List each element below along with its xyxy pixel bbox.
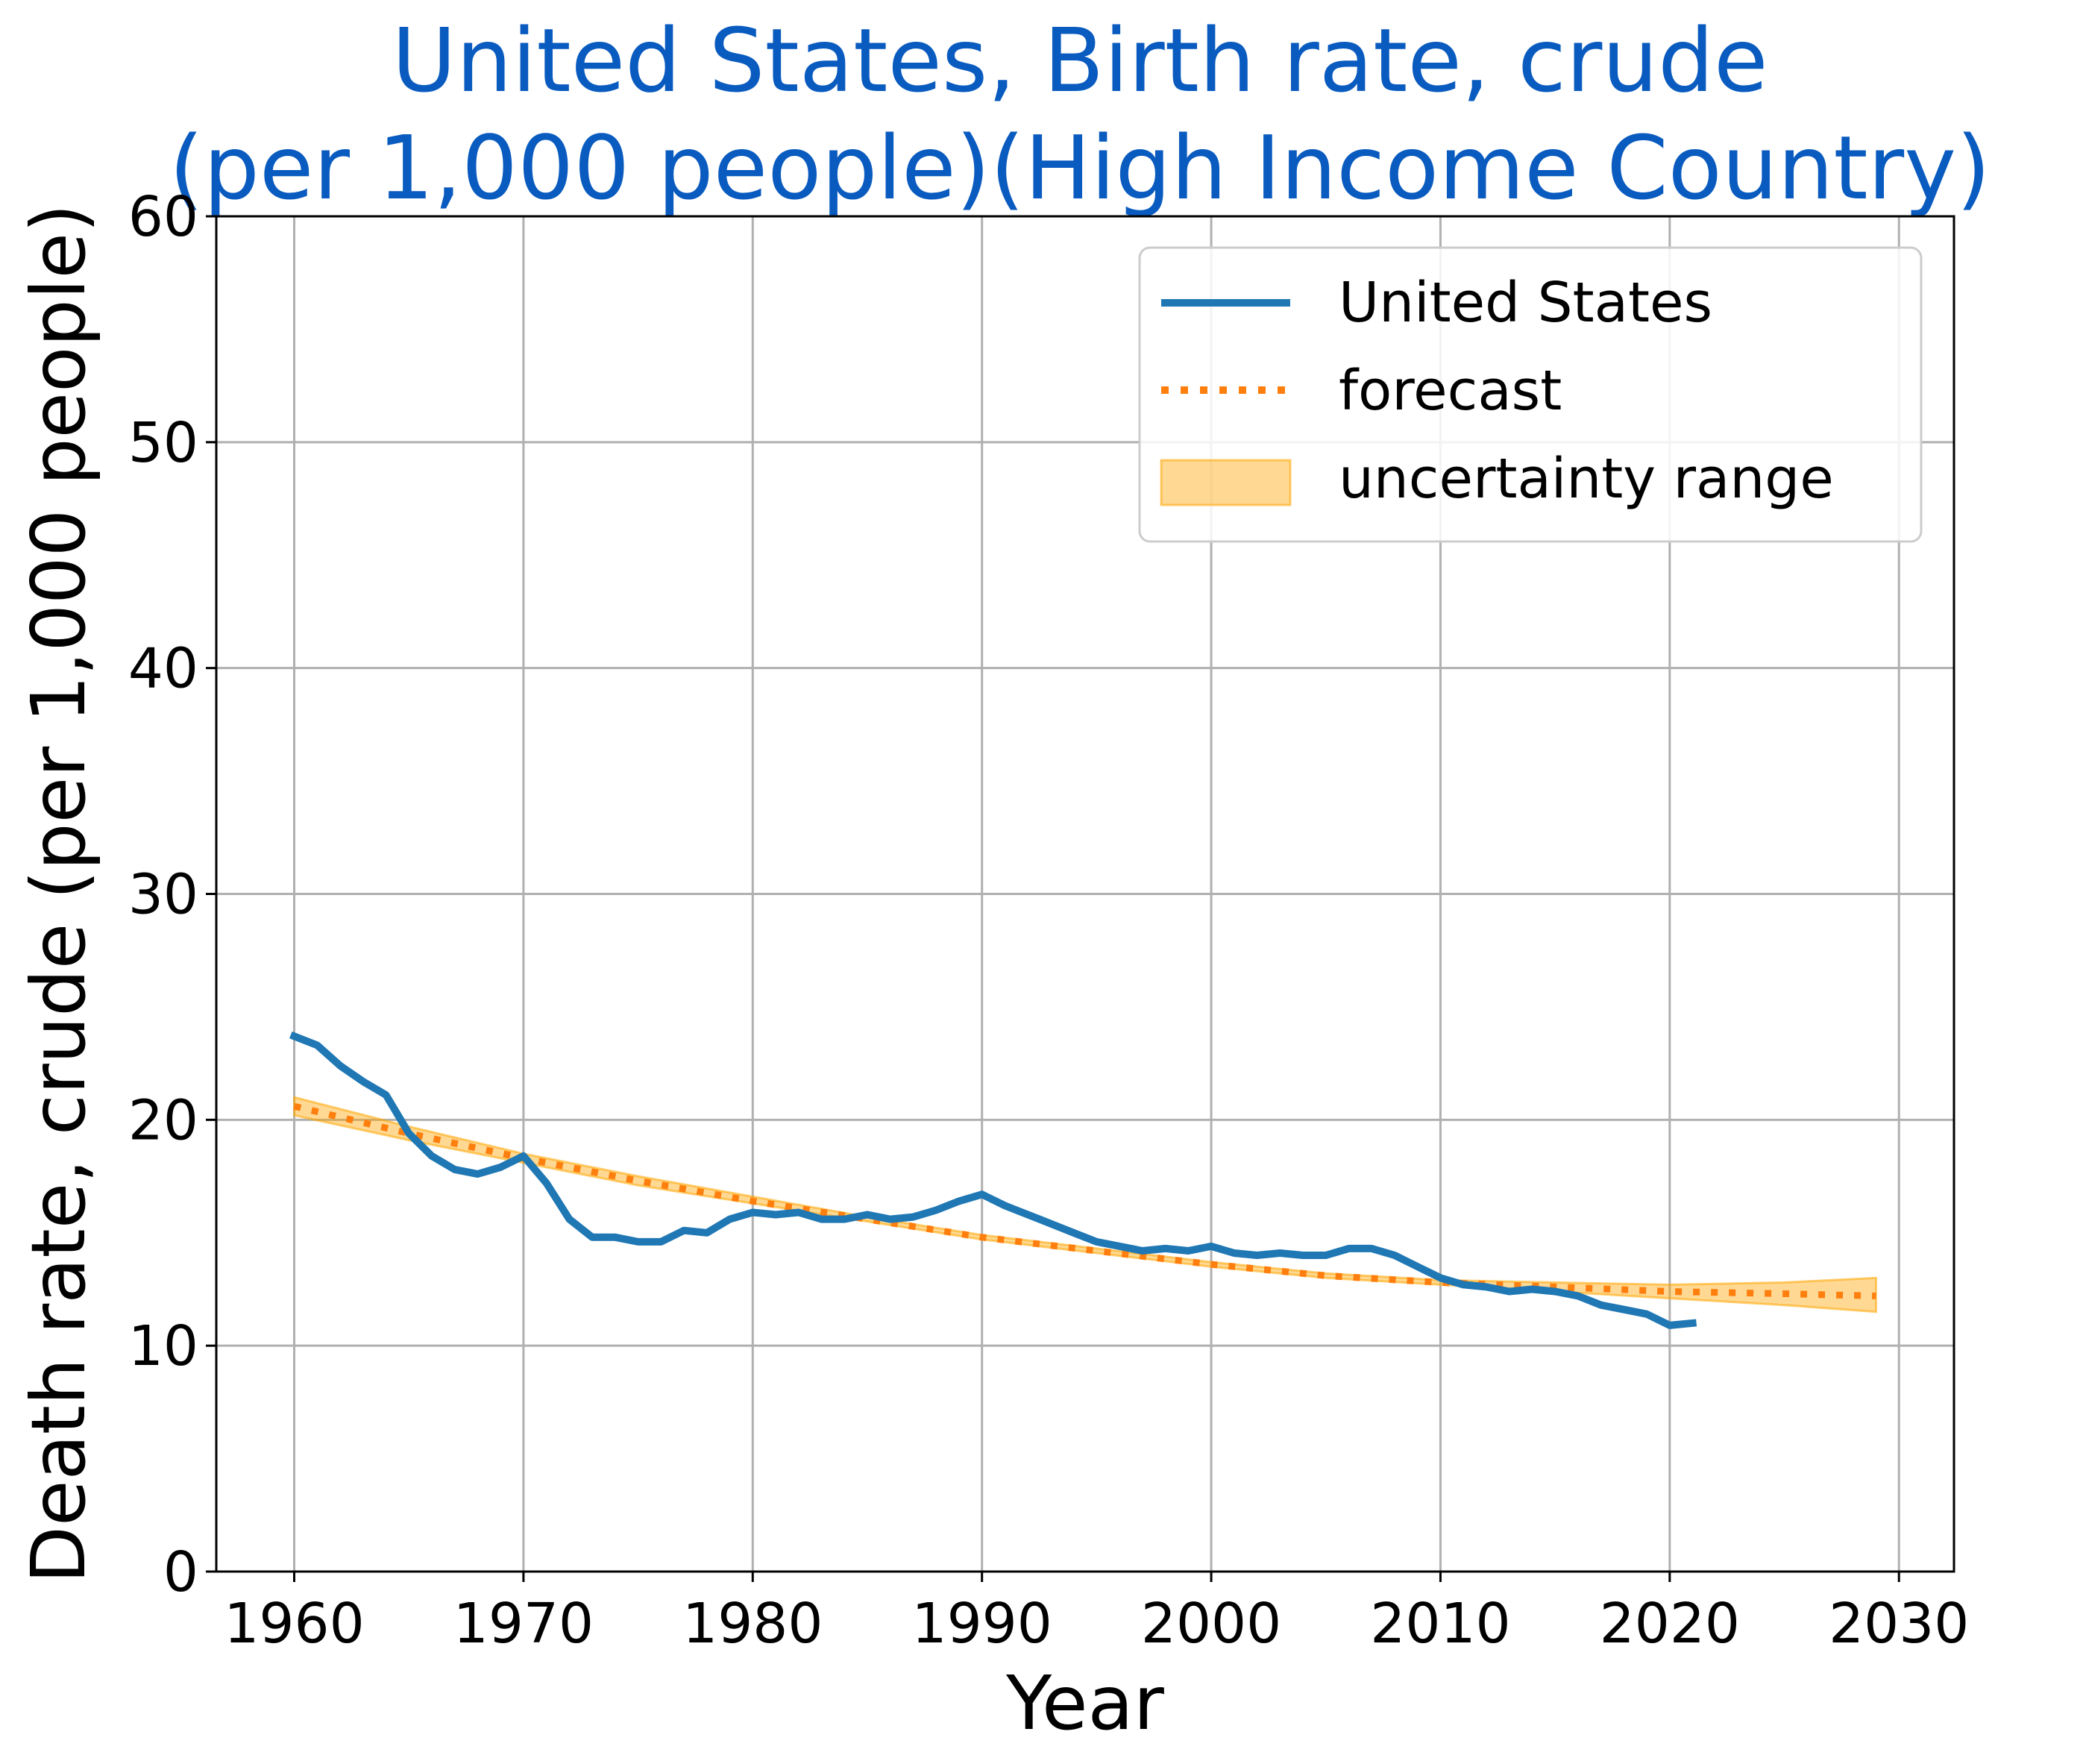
series-line-group: [289, 1031, 1697, 1329]
x-tick-label: 2000: [1141, 1592, 1281, 1656]
x-tick-label: 2030: [1829, 1592, 1969, 1656]
legend-frame: [1138, 246, 1923, 543]
y-tick-label: 40: [128, 637, 198, 701]
y-axis-ticks: 0 10 20 30 40 50 60: [128, 185, 216, 1604]
chart-title-line-2: (per 1,000 people)(High Income Country): [169, 116, 1991, 219]
legend-label-uncertainty-range: uncertainty range: [1339, 447, 1834, 511]
x-tick-label: 2010: [1370, 1592, 1510, 1656]
forecast-line-group: [293, 1102, 1876, 1299]
y-axis-label: Death rate, crude (per 1,000 people): [15, 204, 102, 1583]
x-axis-ticks: 1960 1970 1980 1990 2000 2010 2020 2030: [224, 1572, 1969, 1656]
legend-swatch-uncertainty-range: [1160, 459, 1292, 506]
x-tick-label: 1960: [224, 1592, 364, 1656]
x-tick-label: 1970: [453, 1592, 594, 1656]
united-states-line: [289, 1031, 1697, 1329]
y-tick-label: 10: [128, 1314, 198, 1378]
y-tick-label: 50: [128, 411, 198, 475]
y-tick-label: 30: [128, 863, 198, 927]
x-axis-label: Year: [1005, 1660, 1165, 1747]
y-tick-label: 60: [128, 185, 198, 249]
chart-title-line-1: United States, Birth rate, crude: [392, 9, 1768, 112]
forecast-line: [293, 1102, 1876, 1299]
x-tick-label: 1980: [682, 1592, 823, 1656]
x-tick-label: 2020: [1600, 1592, 1740, 1656]
legend: United States forecast uncertainty range: [1138, 246, 1923, 543]
legend-label-united-states: United States: [1339, 271, 1712, 335]
legend-label-forecast: forecast: [1339, 359, 1562, 423]
x-tick-label: 1990: [912, 1592, 1052, 1656]
y-tick-label: 0: [163, 1540, 198, 1604]
y-tick-label: 20: [128, 1088, 198, 1152]
